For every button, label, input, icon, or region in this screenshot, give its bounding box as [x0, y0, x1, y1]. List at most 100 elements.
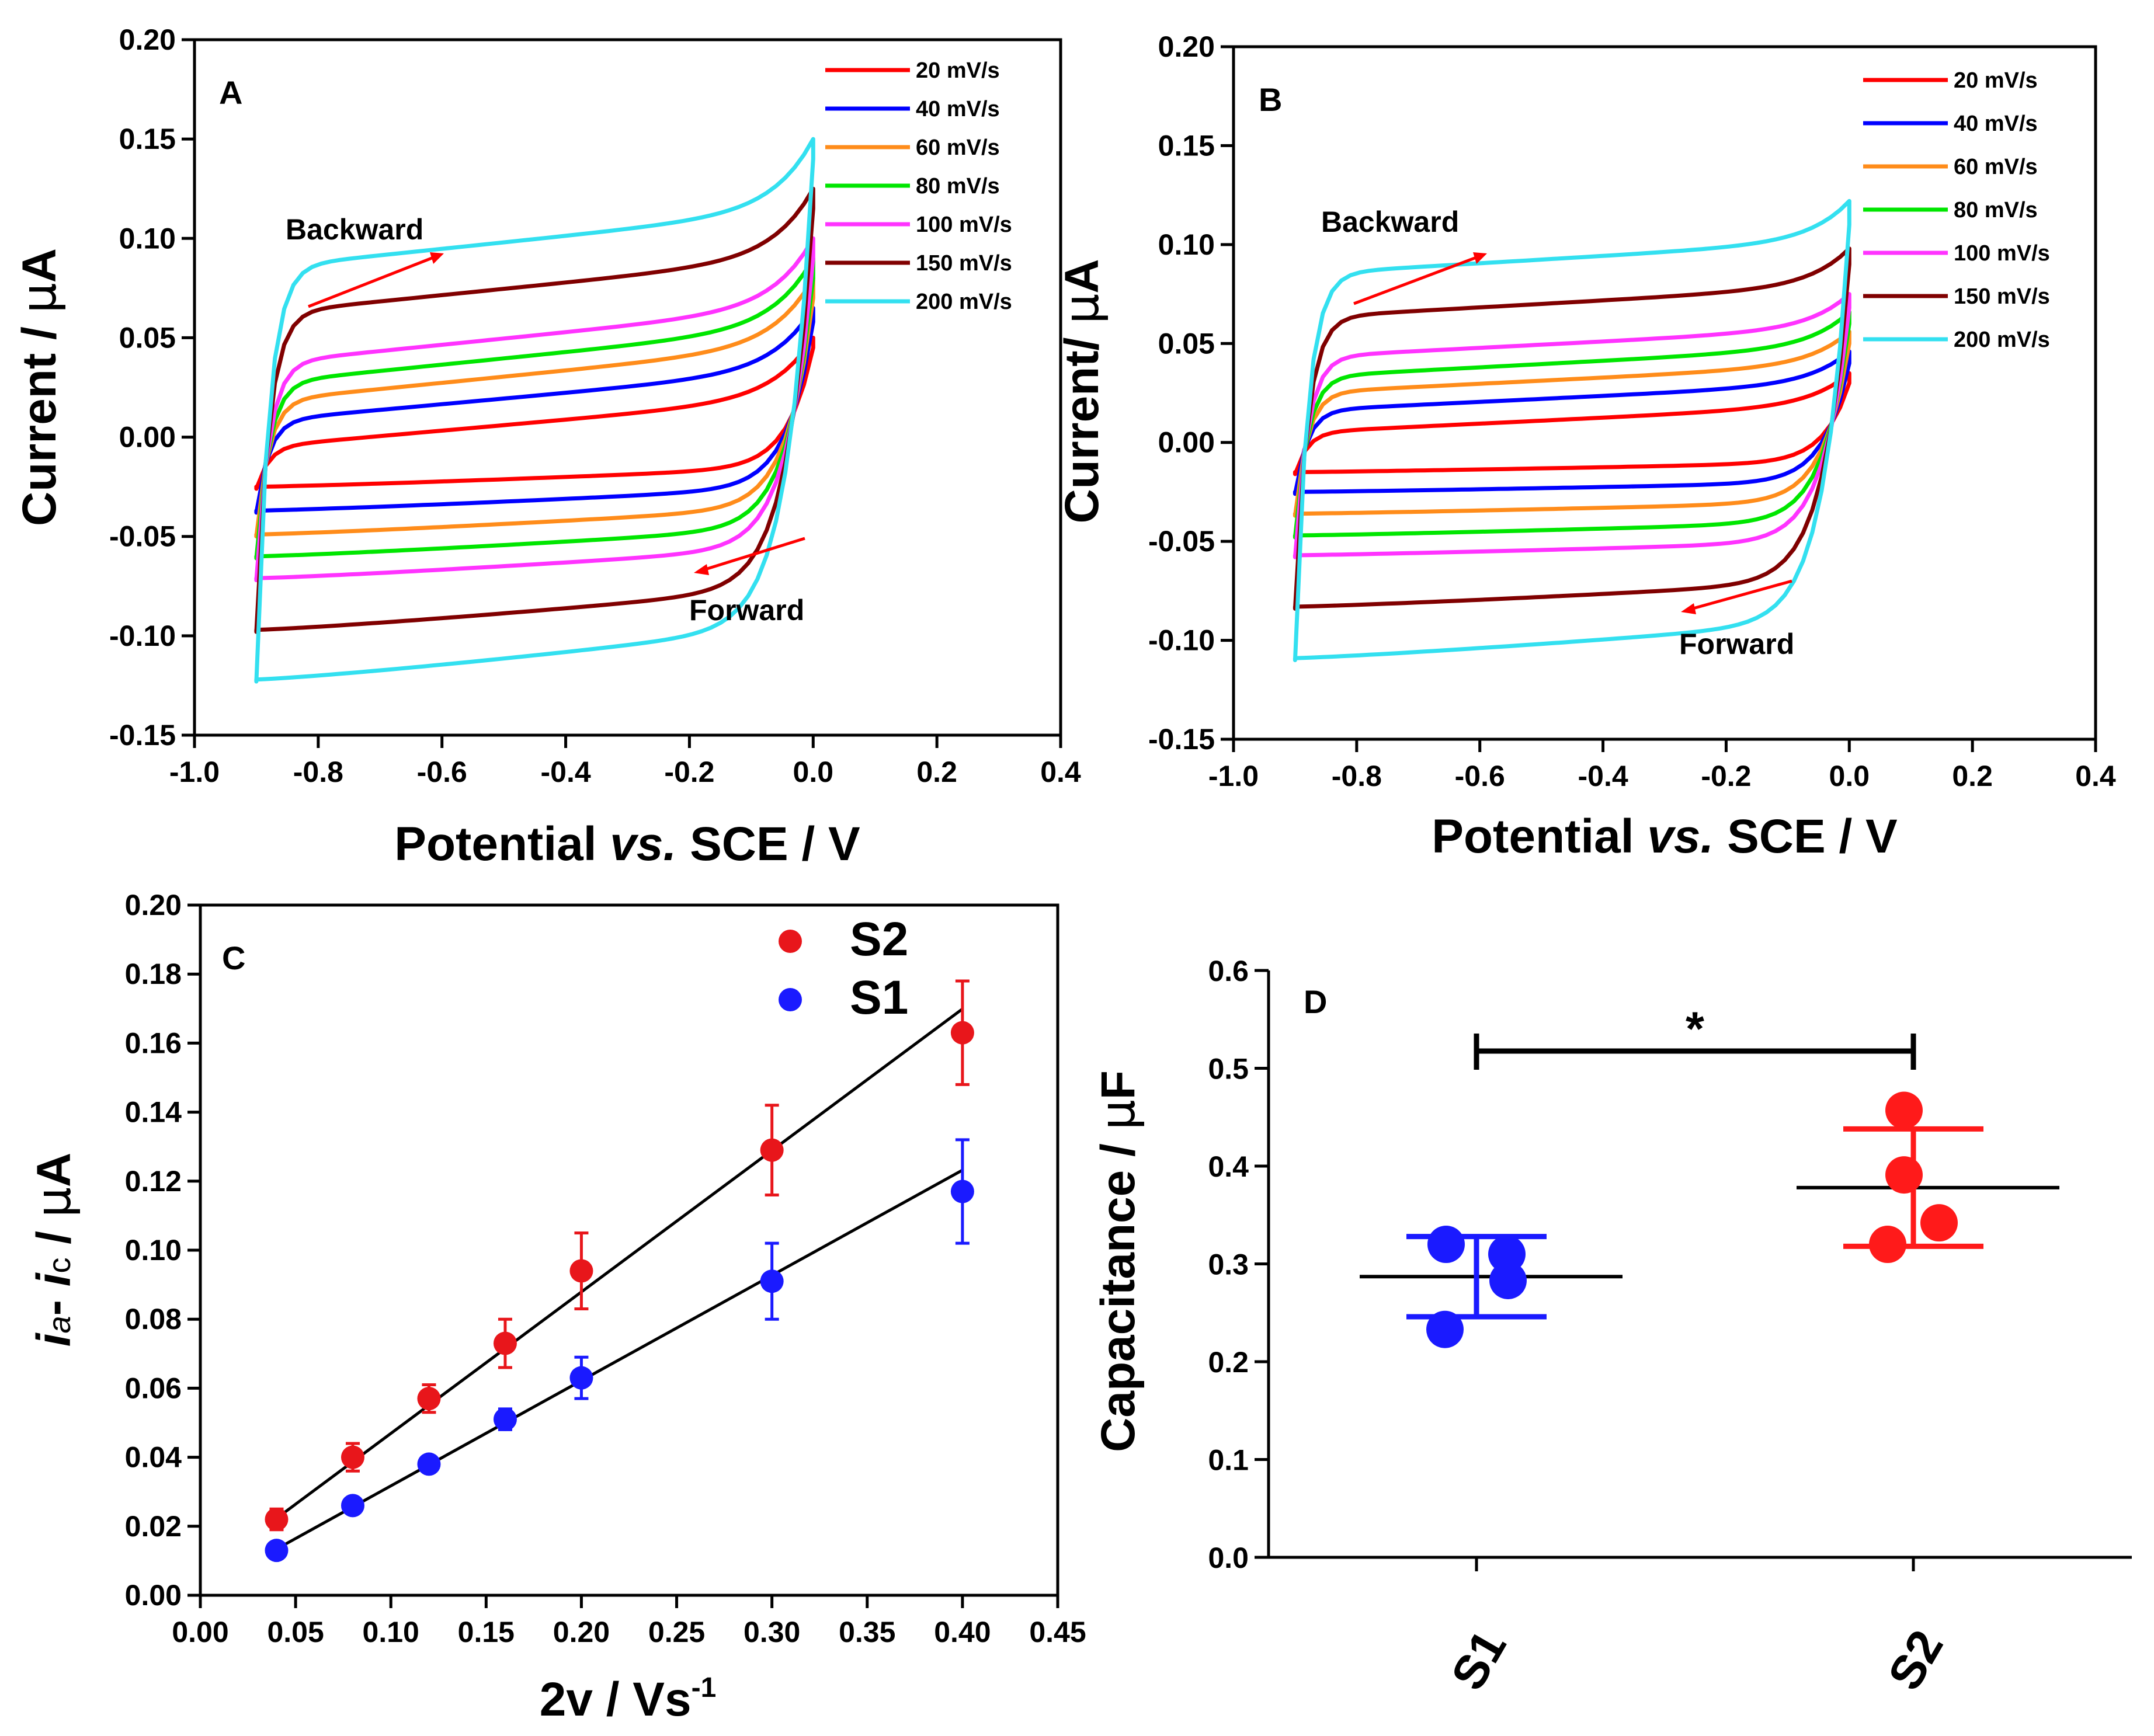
panel-c-y-tick-label: 0.10 [125, 1234, 182, 1267]
panel-c-y-tick-label: 0.14 [125, 1096, 182, 1129]
panel-a-cv-curve-4 [254, 236, 815, 583]
panel-a-cv-curve-2 [254, 276, 815, 539]
panel-b-forward-arrow [1686, 579, 1792, 612]
panel-b-cv-curve-6 [1293, 199, 1851, 662]
panel-a-cv-curve-1 [254, 305, 815, 515]
panel-b: B -1.0 -0.8 -0.6 -0.4 -0.2 0.0 0.2 0.4 -0.15 -0.1… [1054, 30, 2116, 863]
panel-c: C 0.00 0.05 0.10 0.15 0.20 0.25 0.30 0.35 0.40 0.… [26, 889, 1086, 1726]
panel-b-x-tick-label: -1.0 [1208, 760, 1259, 792]
panel-d-y-tick-label: 0.3 [1208, 1248, 1249, 1281]
panel-a-x-tick-label: -0.2 [664, 756, 714, 788]
panel-b-cv-curve-5 [1293, 246, 1851, 611]
panel-b-y-tick-label: 0.10 [1158, 228, 1215, 261]
panel-a-y-tick-label: -0.10 [109, 620, 176, 652]
panel-b-x-tick-label: -0.4 [1578, 760, 1628, 792]
panel-b-y-tick-label: 0.05 [1158, 327, 1215, 360]
panel-c-legend-marker [779, 930, 802, 953]
panel-c-y-label-part: / [27, 1217, 81, 1257]
panel-a-legend-label: 20 mV/s [916, 58, 1000, 83]
panel-a-legend-label: 200 mV/s [916, 290, 1012, 314]
panel-c-x-tick-label: 0.30 [744, 1616, 800, 1648]
panel-b-y-tick-label: 0.00 [1158, 426, 1215, 459]
panel-b-x-tick-label: 0.4 [2075, 760, 2116, 792]
panel-a-y-tick-label: -0.15 [109, 719, 176, 752]
panel-c-y-label-sub-a: a [42, 1316, 77, 1333]
panel-b-y-tick-label: -0.10 [1148, 624, 1215, 657]
panel-a: A -1.0 -0.8 -0.6 -0.4 -0.2 0.0 0.2 0.4 -0.15 -0.1… [12, 23, 1081, 871]
panel-b-y-axis-label: Current/ μA [1054, 259, 1110, 523]
panel-b-legend-label: 40 mV/s [1954, 112, 2038, 136]
panel-a-x-label-part: SCE / V [676, 817, 860, 871]
panel-d-y-tick-label: 0.6 [1208, 955, 1249, 987]
panel-c-y-tick-label: 0.00 [125, 1579, 182, 1612]
panel-a-cv-curve-3 [254, 256, 815, 561]
panel-b-y-label-part: A [1055, 259, 1109, 293]
panel-a-y-tick-label: 0.15 [119, 123, 176, 155]
panel-a-cv-curve-6 [254, 137, 815, 684]
panel-c-y-label-i: i [27, 1272, 81, 1286]
panel-a-frame [193, 38, 1062, 737]
panel-c-x-axis-label: 2v / Vs-1 [540, 1672, 717, 1726]
panel-c-point-s2 [417, 1387, 441, 1411]
panel-d-significance-star: * [1686, 1003, 1704, 1056]
panel-b-x-tick-label: -0.8 [1332, 760, 1382, 792]
panel-d-y-axis-label: Capacitance / μF [1090, 1070, 1146, 1452]
panel-c-y-tick-label: 0.04 [125, 1441, 182, 1474]
panel-d-y-label-part: Capacitance / [1092, 1130, 1145, 1452]
panel-a-backward-arrow [308, 253, 440, 308]
panel-a-backward-annotation: Backward [286, 213, 423, 246]
panel-d-category-label: S2 [1878, 1622, 1954, 1699]
panel-c-y-tick-label: 0.02 [125, 1510, 182, 1543]
panel-b-x-tick-label: 0.0 [1829, 760, 1870, 792]
panel-a-x-tick-label: 0.2 [916, 756, 957, 788]
panel-c-point-s2 [265, 1507, 289, 1531]
panel-c-x-tick-label: 0.20 [553, 1616, 610, 1648]
panel-c-y-tick-label: 0.06 [125, 1372, 182, 1404]
panel-c-point-s2 [760, 1138, 784, 1162]
panel-d-label: D [1304, 983, 1327, 1020]
panel-a-x-label-part: Potential [394, 817, 610, 871]
panel-b-cv-curve-3 [1293, 309, 1851, 540]
panel-c-point-s1 [950, 1180, 974, 1203]
panel-b-x-label-part: Potential [1432, 810, 1647, 863]
panel-a-x-axis-label: Potential vs. SCE / V [394, 817, 860, 871]
panel-b-frame [1232, 45, 2097, 741]
panel-b-x-tick-label: -0.2 [1701, 760, 1751, 792]
panel-a-legend-label: 150 mV/s [916, 251, 1012, 276]
panel-a-y-tick-label: 0.10 [119, 222, 176, 255]
panel-c-x-tick-label: 0.25 [648, 1616, 705, 1648]
panel-b-legend-label: 100 mV/s [1954, 241, 2050, 266]
panel-c-y-label-sub-c: c [42, 1258, 77, 1274]
panel-b-x-axis-label: Potential vs. SCE / V [1432, 810, 1898, 863]
panel-c-y-tick-label: 0.16 [125, 1027, 182, 1059]
panel-d-point-s2 [1920, 1204, 1958, 1242]
panel-d-point-s2 [1885, 1156, 1923, 1194]
panel-d: D 0.0 0.1 0.2 0.3 0.4 0.5 0.6 S1 S2 * Capacitanc… [1090, 955, 2132, 1699]
panel-d-y-tick-label: 0.1 [1208, 1444, 1249, 1477]
panel-c-point-s1 [760, 1269, 784, 1293]
panel-c-x-tick-label: 0.05 [267, 1616, 324, 1648]
panel-c-x-tick-label: 0.00 [172, 1616, 228, 1648]
panel-c-y-label-i: i [27, 1332, 81, 1347]
panel-c-y-axis-label: ia- ic / μA [26, 1153, 82, 1347]
panel-b-forward-arrowhead [1681, 603, 1696, 614]
panel-b-legend-label: 20 mV/s [1954, 68, 2038, 93]
panel-a-y-label-mu: μ [12, 283, 67, 313]
panel-d-y-tick-label: 0.4 [1208, 1150, 1249, 1183]
panel-a-legend: 20 mV/s 40 mV/s 60 mV/s 80 mV/s 100 mV/s 150 … [825, 58, 1012, 314]
panel-c-y-tick-label: 0.12 [125, 1165, 182, 1198]
panel-b-y-label-part: Current/ [1055, 324, 1109, 524]
panel-c-frame [199, 903, 1059, 1597]
panel-a-label: A [219, 74, 242, 111]
panel-d-point-s2 [1885, 1091, 1923, 1129]
panel-d-point-s1 [1489, 1261, 1527, 1299]
panel-b-y-tick-label: -0.05 [1148, 525, 1215, 558]
panel-d-y-label-part: F [1092, 1070, 1145, 1100]
panel-b-y-tick-label: 0.20 [1158, 30, 1215, 63]
panel-b-x-tick-label: 0.2 [1952, 760, 1993, 792]
panel-b-label: B [1259, 81, 1282, 118]
panel-c-y-label-part: - [27, 1286, 81, 1316]
panel-b-backward-arrowhead [1473, 252, 1487, 264]
panel-c-legend-marker [779, 988, 802, 1011]
panel-b-x-label-part: SCE / V [1714, 810, 1898, 863]
